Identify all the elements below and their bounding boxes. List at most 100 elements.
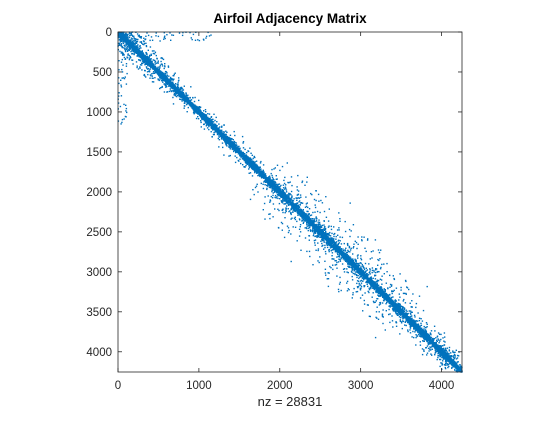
nonzero-marker <box>272 187 274 189</box>
nonzero-marker <box>177 91 180 94</box>
nonzero-marker <box>248 161 250 163</box>
nonzero-marker <box>396 305 398 307</box>
nonzero-marker <box>282 198 284 201</box>
nonzero-marker <box>377 284 380 286</box>
nonzero-markers <box>117 31 463 373</box>
nonzero-marker <box>126 43 128 45</box>
nonzero-marker <box>338 254 340 256</box>
nonzero-marker <box>333 242 335 244</box>
nonzero-marker <box>342 258 344 260</box>
nonzero-marker <box>424 337 426 339</box>
nonzero-marker <box>286 194 289 196</box>
nonzero-marker <box>397 308 399 310</box>
nonzero-marker <box>262 169 264 171</box>
nonzero-marker <box>221 129 223 131</box>
nonzero-marker <box>278 187 280 189</box>
nonzero-marker <box>214 123 217 126</box>
nonzero-marker <box>389 299 392 302</box>
nonzero-marker <box>388 300 391 303</box>
nonzero-marker <box>417 331 419 333</box>
nonzero-marker <box>201 112 204 114</box>
nonzero-marker <box>385 294 388 296</box>
nonzero-marker <box>157 68 159 70</box>
nonzero-marker <box>128 36 131 39</box>
nonzero-marker <box>330 238 333 240</box>
nonzero-marker <box>224 141 226 143</box>
nonzero-marker <box>323 237 325 240</box>
nonzero-marker <box>191 102 194 104</box>
nonzero-marker <box>179 98 182 101</box>
nonzero-marker <box>161 71 163 73</box>
nonzero-marker <box>435 350 437 353</box>
nonzero-marker <box>427 333 430 336</box>
nonzero-marker <box>400 311 402 314</box>
nonzero-marker <box>432 339 435 341</box>
nonzero-marker <box>191 106 193 108</box>
nonzero-marker <box>194 112 196 114</box>
nonzero-marker <box>387 294 390 296</box>
nonzero-marker <box>122 42 125 44</box>
nonzero-marker <box>342 250 345 252</box>
nonzero-marker <box>181 91 183 93</box>
nonzero-marker <box>394 307 396 309</box>
nonzero-marker <box>345 258 348 261</box>
nonzero-marker <box>291 207 293 209</box>
nonzero-marker <box>328 240 330 242</box>
nonzero-marker <box>210 127 213 130</box>
nonzero-marker <box>216 133 219 136</box>
nonzero-marker <box>168 78 170 80</box>
nonzero-marker <box>403 310 406 313</box>
nonzero-marker <box>256 165 259 167</box>
nonzero-marker <box>185 94 188 97</box>
nonzero-marker <box>389 304 391 307</box>
nonzero-marker <box>303 211 305 214</box>
nonzero-marker <box>317 225 319 228</box>
nonzero-marker <box>146 63 148 65</box>
nonzero-marker <box>382 296 384 298</box>
nonzero-marker <box>183 96 185 98</box>
nonzero-marker <box>446 356 448 359</box>
nonzero-marker <box>325 241 327 244</box>
nonzero-marker <box>346 253 349 256</box>
nonzero-marker <box>310 217 312 220</box>
nonzero-marker <box>223 135 225 137</box>
nonzero-marker <box>341 255 343 257</box>
nonzero-marker <box>206 116 208 119</box>
nonzero-marker <box>456 369 458 371</box>
nonzero-marker <box>199 107 201 109</box>
nonzero-marker <box>436 343 438 346</box>
nonzero-marker <box>169 81 171 83</box>
nonzero-marker <box>400 314 402 316</box>
nonzero-marker <box>424 338 427 340</box>
nonzero-marker <box>423 338 425 340</box>
nonzero-marker <box>125 43 127 45</box>
nonzero-marker <box>440 354 443 356</box>
nonzero-marker <box>216 125 218 127</box>
nonzero-marker <box>154 70 157 73</box>
nonzero-marker <box>222 138 224 140</box>
nonzero-marker <box>420 327 423 329</box>
nonzero-marker <box>348 261 351 264</box>
nonzero-marker <box>340 249 342 251</box>
nonzero-marker <box>441 350 443 353</box>
nonzero-marker <box>378 287 380 289</box>
nonzero-marker <box>129 39 132 41</box>
nonzero-marker <box>305 220 307 222</box>
nonzero-marker <box>350 260 352 262</box>
nonzero-marker <box>337 251 339 254</box>
nonzero-marker <box>417 325 419 327</box>
nonzero-marker <box>308 217 310 219</box>
nonzero-marker <box>376 283 378 286</box>
nonzero-marker <box>360 266 362 268</box>
nonzero-marker <box>360 275 363 278</box>
nonzero-marker <box>383 298 385 301</box>
nonzero-marker <box>394 301 397 303</box>
nonzero-marker <box>385 292 388 295</box>
nonzero-marker <box>360 267 362 269</box>
nonzero-marker <box>223 132 225 135</box>
nonzero-marker <box>150 60 152 62</box>
nonzero-marker <box>177 94 180 96</box>
nonzero-marker <box>185 103 188 106</box>
nonzero-marker <box>170 84 172 86</box>
